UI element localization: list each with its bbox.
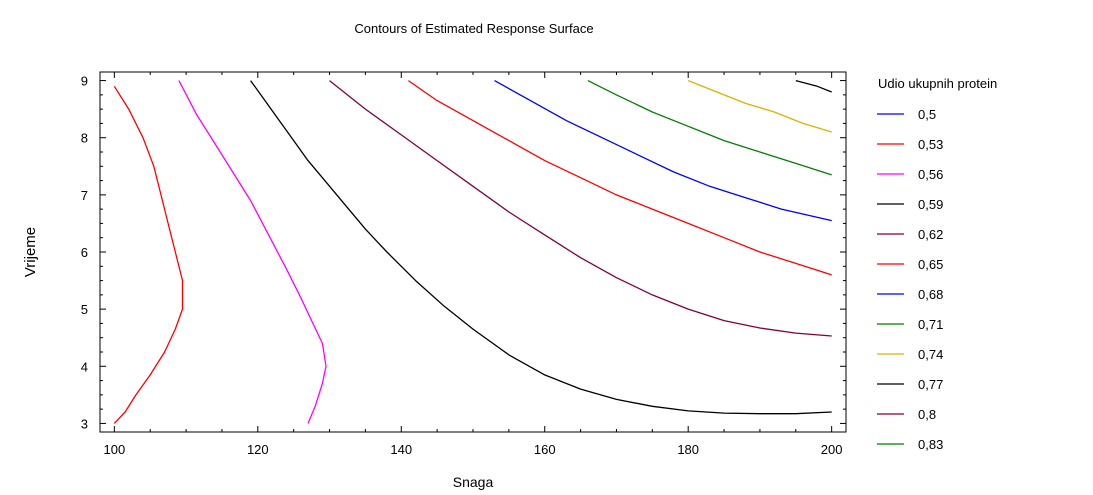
x-tick-label: 140 [390, 442, 412, 457]
legend-title: Udio ukupnih protein [878, 76, 997, 91]
legend-label: 0,74 [918, 347, 943, 362]
legend-label: 0,5 [918, 107, 936, 122]
contour-line-0,71 [587, 80, 832, 176]
contour-line-0,65 [408, 80, 832, 276]
legend-items: 0,5 0,53 0,56 0,59 0,62 0,65 0,68 0,71 0,74 0,77 0… [877, 107, 943, 452]
legend-label: 0,83 [918, 437, 943, 452]
legend-label: 0,65 [918, 257, 943, 272]
legend-label: 0,53 [918, 137, 943, 152]
y-tick-label: 9 [81, 74, 88, 89]
x-tick-label: 120 [247, 442, 269, 457]
y-tick-label: 4 [81, 359, 88, 374]
y-tick-label: 5 [81, 302, 88, 317]
legend-label: 0,71 [918, 317, 943, 332]
chart-title: Contours of Estimated Response Surface [354, 21, 593, 36]
plot-frame [99, 71, 847, 433]
y-tick-label: 8 [81, 131, 88, 146]
y-tick-label: 7 [81, 188, 88, 203]
contour-line-0,59 [250, 80, 832, 415]
legend-label: 0,68 [918, 287, 943, 302]
y-tick-label: 6 [81, 245, 88, 260]
x-tick-label: 200 [821, 442, 843, 457]
y-tick-label: 3 [81, 416, 88, 431]
x-tick-label: 180 [677, 442, 699, 457]
legend-label: 0,62 [918, 227, 943, 242]
contour-lines [113, 79, 832, 424]
contour-line-0,68 [494, 80, 832, 222]
contour-line-0,77 [795, 79, 832, 93]
x-tick-label: 160 [534, 442, 556, 457]
contour-line-0,74 [687, 79, 832, 133]
y-axis-label: Vrijeme [22, 227, 39, 277]
x-axis-label: Snaga [453, 474, 494, 490]
x-axis: 100 120 140 160 180 200 [103, 72, 843, 457]
contour-line-0,56 [178, 80, 327, 424]
legend: Udio ukupnih protein 0,5 0,53 0,56 0,59 0,62… [877, 76, 997, 452]
contour-line-0,53 [113, 85, 184, 424]
y-axis: 3 4 5 6 7 8 9 [81, 74, 846, 431]
legend-label: 0,77 [918, 377, 943, 392]
legend-label: 0,59 [918, 197, 943, 212]
x-tick-label: 100 [103, 442, 125, 457]
legend-label: 0,56 [918, 167, 943, 182]
legend-label: 0,8 [918, 407, 936, 422]
contour-line-0,62 [329, 80, 832, 337]
